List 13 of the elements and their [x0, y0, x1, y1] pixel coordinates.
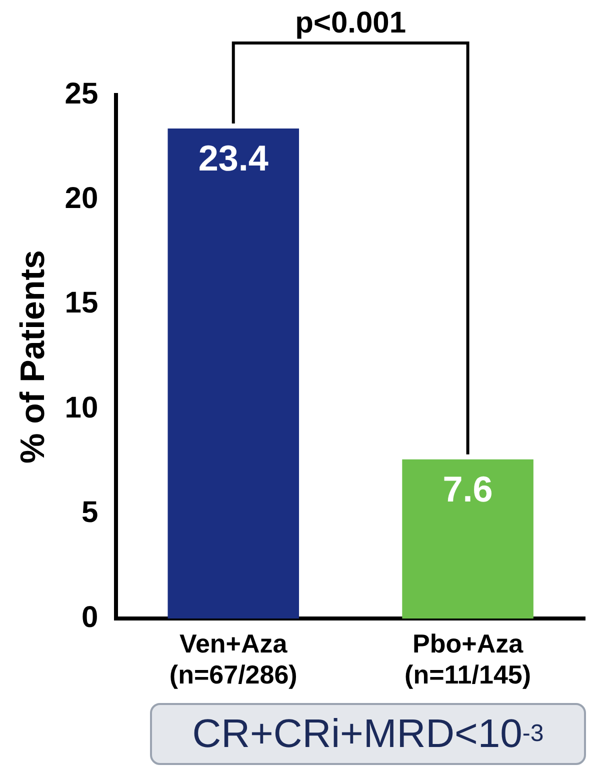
y-tick-label: 5 — [81, 496, 98, 530]
text: p<0.001 — [295, 6, 406, 40]
y-tick-label: 20 — [64, 182, 98, 215]
data-label: 7.6 — [442, 468, 493, 510]
y-tick-label: 0 — [81, 600, 98, 634]
data-label: 23.4 — [198, 137, 268, 178]
y-axis-title: % of Patients — [14, 250, 52, 464]
y-tick-label: 10 — [64, 391, 98, 424]
y-tick-label: 15 — [64, 286, 98, 320]
y-tick-label: 25 — [64, 77, 98, 110]
x-tick-label: Ven+Aza (n=67/286) — [169, 628, 298, 690]
x-tick-label: Pbo+Aza (n=11/145) — [404, 628, 532, 690]
text: CR+CRi+MRD<10$^{-3}$ — [150, 703, 586, 765]
